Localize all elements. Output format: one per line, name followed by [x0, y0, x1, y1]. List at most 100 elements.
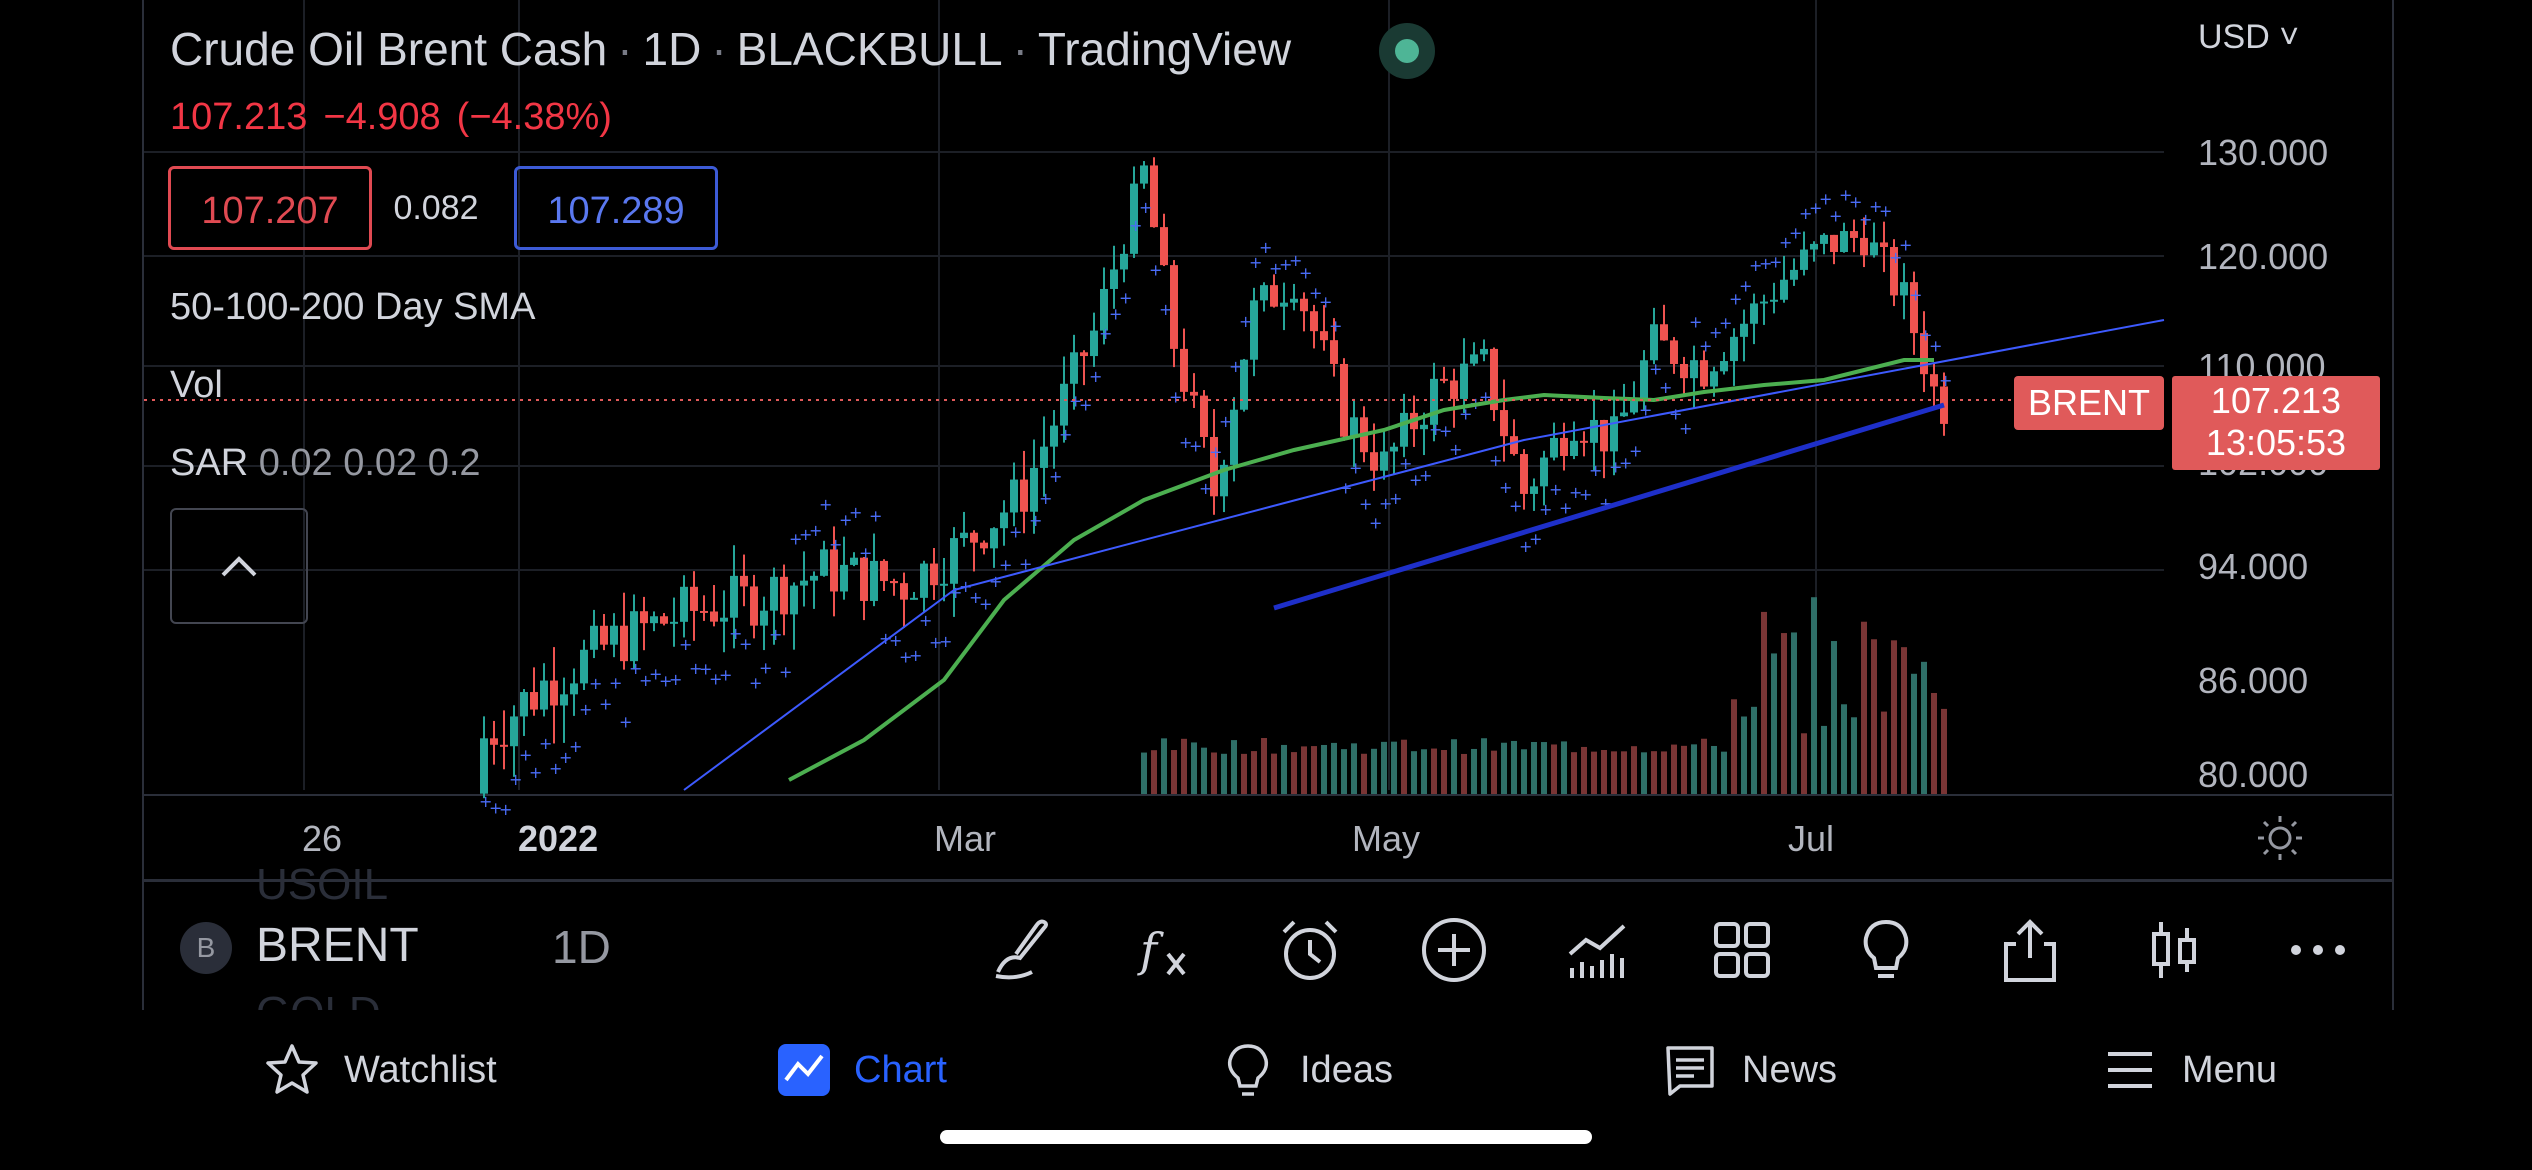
sar-dot: +	[1699, 337, 1712, 356]
candle-body	[1920, 333, 1928, 375]
sar-dot: +	[809, 521, 822, 540]
volume-bar	[1451, 739, 1457, 794]
candle-body	[700, 610, 708, 613]
volume-bar	[1201, 747, 1207, 794]
symbol-selector[interactable]: BRENT	[256, 919, 419, 972]
sar-dot: +	[1809, 199, 1822, 218]
sar-dot: +	[1299, 264, 1312, 283]
buy-button[interactable]: 107.289	[514, 166, 718, 250]
layout-grid-icon[interactable]	[1706, 914, 1778, 986]
chevron-up-icon	[221, 556, 257, 577]
ideas-lightbulb-icon[interactable]	[1850, 914, 1922, 986]
nav-chart[interactable]: Chart	[776, 1032, 947, 1108]
sar-dot: +	[599, 694, 612, 713]
indicators-fx-icon[interactable]: f	[1130, 914, 1202, 986]
volume-bar	[1281, 744, 1287, 794]
sar-dot: +	[1079, 396, 1092, 415]
sar-dot: +	[1389, 489, 1402, 508]
add-plus-icon[interactable]	[1418, 914, 1490, 986]
candle-body	[1490, 348, 1498, 411]
candle-body	[1470, 354, 1478, 364]
candle-body	[1290, 298, 1298, 303]
more-dots-icon[interactable]	[2282, 914, 2354, 986]
volume-bar	[1491, 750, 1497, 794]
price-plot[interactable]: + + + + + + + + + + + + + + + + + + + + + + + + + + + + + + + + + + + + + + + +…	[144, 0, 2392, 880]
candle-body	[1220, 464, 1228, 497]
volume-indicator-label[interactable]: Vol	[170, 364, 223, 406]
sar-dot: +	[1499, 478, 1512, 497]
sar-dot: +	[1139, 198, 1152, 217]
candle-body	[950, 538, 958, 584]
sar-dot: +	[1249, 253, 1262, 272]
sar-dot: +	[479, 792, 492, 811]
candle-body	[1500, 410, 1508, 437]
volume-bar	[1901, 647, 1907, 794]
sar-indicator-label[interactable]: SAR 0.02 0.02 0.2	[170, 442, 481, 485]
sma-indicator-label[interactable]: 50-100-200 Day SMA	[170, 286, 536, 328]
nav-watchlist[interactable]: Watchlist	[262, 1032, 497, 1108]
last-price: 107.213	[170, 96, 308, 138]
sar-dot: +	[1259, 238, 1272, 257]
currency-selector[interactable]: USD ˅	[2198, 18, 2300, 56]
candle-body	[1750, 303, 1758, 324]
candle-body	[1840, 231, 1848, 252]
candles-icon[interactable]	[2138, 914, 2210, 986]
chart-type-bars-icon[interactable]	[1562, 914, 1634, 986]
sar-name: SAR	[170, 442, 249, 484]
candle-body	[1610, 416, 1618, 452]
settings-sun-icon[interactable]	[2256, 814, 2304, 862]
interval-selector[interactable]: 1D	[552, 921, 611, 973]
spread-value: 0.082	[393, 189, 479, 227]
candle-body	[1020, 479, 1028, 512]
volume-bar	[1261, 738, 1267, 794]
sar-dot: +	[909, 646, 922, 665]
sar-dot: +	[679, 635, 692, 654]
nav-menu[interactable]: Menu	[2100, 1032, 2277, 1108]
candle-body	[1810, 243, 1818, 250]
candle-body	[1160, 227, 1168, 266]
volume-bar	[1381, 741, 1387, 794]
alert-clock-icon[interactable]	[1274, 914, 1346, 986]
share-icon[interactable]	[1994, 914, 2066, 986]
volume-bar	[1771, 653, 1777, 794]
sar-dot: +	[669, 670, 682, 689]
volume-bar	[1501, 742, 1507, 794]
volume-bar	[1761, 611, 1767, 794]
nav-ideas[interactable]: Ideas	[1218, 1032, 1393, 1108]
candle-body	[1570, 440, 1578, 456]
sar-dot: +	[1589, 461, 1602, 480]
home-indicator[interactable]	[940, 1130, 1592, 1144]
candle-body	[960, 532, 968, 539]
candle-body	[1190, 391, 1198, 396]
volume-bar	[1801, 733, 1807, 794]
volume-bar	[1641, 752, 1647, 794]
candle-body	[1600, 419, 1608, 452]
nav-news[interactable]: News	[1660, 1032, 1837, 1108]
candle-body	[1390, 446, 1398, 452]
svg-text:f: f	[1137, 923, 1164, 977]
title-broker: BLACKBULL	[736, 23, 1003, 75]
sar-dot: +	[1939, 371, 1952, 390]
sar-dot: +	[699, 659, 712, 678]
volume-bar	[1161, 738, 1167, 794]
candle-body	[670, 621, 678, 624]
trendline-short	[1273, 402, 1945, 611]
market-status-icon[interactable]	[1379, 23, 1435, 79]
chart-area[interactable]: + + + + + + + + + + + + + + + + + + + + + + + + + + + + + + + + + + + + + + + +…	[144, 0, 2392, 880]
collapse-indicators-button[interactable]	[170, 508, 308, 624]
sar-dot: +	[579, 700, 592, 719]
lightbulb-icon	[1227, 1044, 1269, 1096]
drawing-brush-icon[interactable]	[986, 914, 1058, 986]
sell-button[interactable]: 107.207	[168, 166, 372, 250]
candle-body	[480, 738, 488, 794]
sar-dot: +	[1919, 326, 1932, 345]
price-tick: 130.000	[2198, 132, 2329, 173]
currency-label: USD	[2198, 18, 2270, 56]
sar-dot: +	[1569, 483, 1582, 502]
title-separator: ·	[711, 23, 727, 75]
symbol-logo: B	[180, 922, 232, 974]
volume-bar	[1411, 751, 1417, 794]
sar-dot: +	[1449, 440, 1462, 459]
sar-dot: +	[629, 659, 642, 678]
candle-body	[1930, 374, 1938, 387]
